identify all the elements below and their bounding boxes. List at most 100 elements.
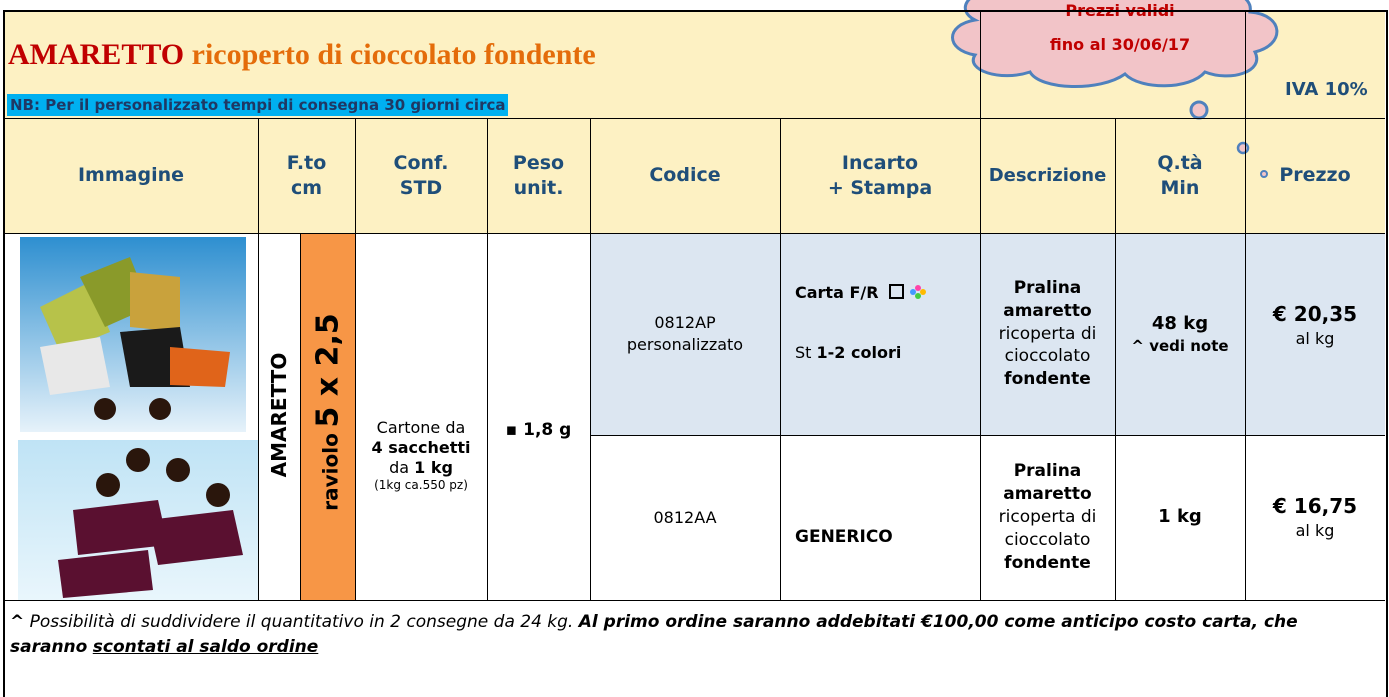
desc-line: Pralina — [1013, 461, 1082, 482]
col-header: Prezzo — [1245, 118, 1385, 233]
footer-underlined: scontati al saldo ordine — [92, 636, 319, 657]
footer-bold: Al primo ordine saranno addebitati €100,… — [10, 612, 1298, 657]
footer: ^ Possibilità di suddividere il quantita… — [10, 610, 1370, 659]
col-header-text: Immagine — [77, 164, 184, 187]
price: € 16,75 al kg — [1245, 435, 1385, 600]
col-header-text: + Stampa — [827, 176, 933, 199]
desc-line: fondente — [1004, 552, 1091, 573]
qty-value: 1 kg — [1158, 506, 1202, 528]
rule — [1115, 118, 1116, 600]
qty: 48 kg ^ vedi note — [1115, 233, 1245, 435]
validity-line: Prezzi validi — [1065, 1, 1175, 20]
col-header-text: Codice — [649, 164, 721, 187]
rule — [780, 118, 781, 600]
col-header-text: Peso — [512, 151, 565, 174]
rule — [4, 118, 1385, 119]
col-header: Incarto + Stampa — [780, 118, 980, 233]
qty-value: 48 kg — [1151, 312, 1209, 334]
col-header-text: Q.tà — [1157, 151, 1203, 174]
desc-line: cioccolato — [1004, 529, 1091, 550]
footer-mark: ^ — [10, 612, 25, 632]
weight-value: 1,8 g — [523, 419, 572, 440]
col-header: Conf. STD — [355, 118, 487, 233]
col-header-text: Min — [1160, 176, 1200, 199]
validity: Prezzi validi fino al 30/06/17 — [1020, 0, 1220, 62]
wrap: GENERICO — [795, 527, 893, 547]
packaging-line: 1 kg — [414, 457, 453, 477]
price-unit: al kg — [1295, 329, 1335, 349]
code-text: 0812AA — [653, 507, 717, 527]
weight: ▪ 1,8 g — [505, 419, 572, 440]
col-header: Peso unit. — [487, 118, 590, 233]
rule — [4, 600, 1385, 601]
col-header-text: F.to — [286, 151, 327, 174]
packaging: Cartone da 4 sacchetti da 1 kg (1kg ca.5… — [355, 417, 487, 492]
price-value: € 20,35 — [1272, 302, 1358, 327]
desc-line: ricoperta di — [998, 507, 1097, 528]
packaging-line: da — [389, 457, 410, 477]
col-header-text: Incarto — [841, 151, 919, 174]
code: 0812AA — [590, 435, 780, 600]
desc-line: fondente — [1004, 369, 1091, 390]
print-text: 1-2 colori — [816, 343, 902, 362]
col-header: F.to cm — [258, 118, 355, 233]
desc-line: Pralina — [1013, 277, 1082, 298]
col-header-text: STD — [399, 176, 443, 199]
col-header-text: unit. — [513, 176, 564, 199]
price-value: € 16,75 — [1272, 494, 1358, 519]
col-header: Immagine — [4, 118, 258, 233]
desc-line: cioccolato — [1004, 346, 1091, 367]
packaging-line: 4 sacchetti — [371, 437, 471, 457]
rule — [980, 10, 981, 600]
footer-text: Possibilità di suddividere il quantitati… — [29, 612, 574, 632]
product-name: AMARETTO — [267, 352, 291, 478]
note: NB: Per il personalizzato tempi di conse… — [7, 94, 509, 116]
desc-line: ricoperta di — [998, 323, 1097, 344]
validity-line: fino al 30/06/17 — [1049, 35, 1191, 54]
col-header-text: Conf. — [393, 151, 449, 174]
title-rest: ricoperto di cioccolato fondente — [191, 38, 596, 71]
qty: 1 kg — [1115, 435, 1245, 600]
description: Pralina amaretto ricoperta di cioccolato fon… — [980, 435, 1115, 600]
col-header: Codice — [590, 118, 780, 233]
print: St 1-2 colori — [795, 343, 901, 362]
product-image — [20, 237, 246, 432]
color-icon — [909, 285, 926, 299]
code: 0812AP personalizzato — [590, 233, 780, 435]
product-image — [18, 440, 258, 600]
rule — [1245, 10, 1246, 600]
code-text: 0812AP — [654, 313, 716, 333]
wrap-text: Carta F/R — [795, 283, 879, 302]
price: € 20,35 al kg — [1245, 233, 1385, 418]
format-band — [300, 233, 355, 600]
print-text: St — [795, 343, 812, 362]
desc-line: amaretto — [1003, 484, 1092, 505]
wrap: Carta F/R — [795, 283, 927, 301]
col-header-text: Descrizione — [988, 164, 1107, 186]
packaging-line: Cartone da — [376, 417, 466, 437]
rule — [590, 118, 591, 600]
qty-note: ^ vedi note — [1131, 337, 1229, 356]
code-text: personalizzato — [626, 335, 744, 354]
rule — [590, 435, 1385, 436]
desc-line: amaretto — [1003, 300, 1092, 321]
format-size: 5 x 2,5 — [310, 313, 346, 428]
title-main: AMARETTO — [8, 38, 185, 71]
rule — [4, 233, 1385, 234]
rule — [355, 118, 356, 600]
rule — [300, 233, 301, 600]
col-header-text: Prezzo — [1279, 164, 1351, 187]
format-type: raviolo — [318, 433, 343, 511]
packaging-note: (1kg ca.550 pz) — [374, 477, 468, 492]
format: raviolo 5 x 2,5 — [311, 313, 346, 510]
rule — [258, 118, 259, 600]
price-unit: al kg — [1295, 521, 1335, 541]
col-header: Descrizione — [980, 118, 1115, 233]
col-header: Q.tà Min — [1115, 118, 1245, 233]
cloud-callout — [951, 0, 1279, 178]
rule — [487, 118, 488, 600]
row-highlight — [590, 233, 1385, 435]
title: AMARETTO ricoperto di cioccolato fondent… — [8, 38, 596, 72]
col-header-text: cm — [290, 176, 323, 199]
